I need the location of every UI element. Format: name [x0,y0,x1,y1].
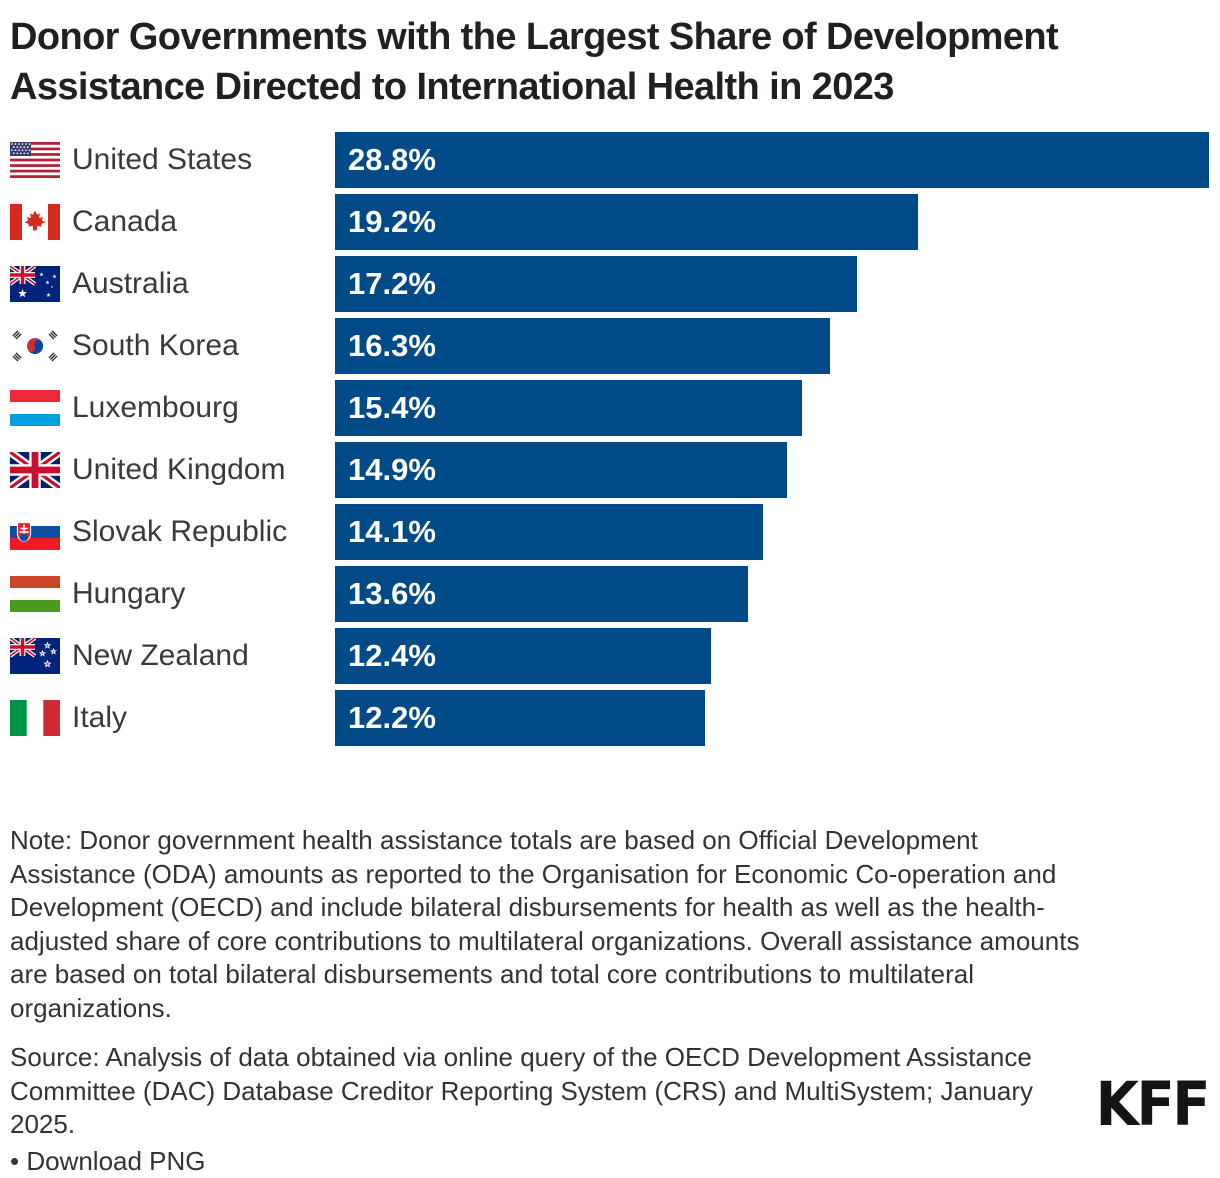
country-label: South Korea [72,329,335,363]
bar-track: 13.6% [335,566,1209,622]
chart-page: { "title": "Donor Governments with the L… [0,0,1220,1142]
country-label: Slovak Republic [72,515,335,549]
bar-value-label: 19.2% [335,204,436,240]
bar-italy: 12.2% [335,690,705,746]
bar-track: 16.3% [335,318,1209,374]
bar-track: 14.9% [335,442,1209,498]
chart-footer: Note: Donor government health assistance… [10,824,1080,1178]
bar-value-label: 16.3% [335,328,436,364]
bar-slovak-republic: 14.1% [335,504,763,560]
united-states-flag-icon [10,142,60,178]
bar-value-label: 12.4% [335,638,436,674]
bar-new-zealand: 12.4% [335,628,711,684]
bar-track: 17.2% [335,256,1209,312]
united-kingdom-flag-icon [10,452,60,488]
chart-source: Source: Analysis of data obtained via on… [10,1041,1080,1142]
country-label: Australia [72,267,335,301]
country-label: United States [72,143,335,177]
chart-note: Note: Donor government health assistance… [10,824,1080,1025]
italy-flag-icon [10,700,60,736]
bar-value-label: 13.6% [335,576,436,612]
bar-value-label: 12.2% [335,700,436,736]
country-label: Italy [72,701,335,735]
bar-track: 28.8% [335,132,1209,188]
bar-canada: 19.2% [335,194,918,250]
bar-luxembourg: 15.4% [335,380,802,436]
bar-track: 19.2% [335,194,1209,250]
bar-value-label: 14.9% [335,452,436,488]
bar-united-kingdom: 14.9% [335,442,787,498]
australia-flag-icon [10,266,60,302]
bar-united-states: 28.8% [335,132,1209,188]
bar-south-korea: 16.3% [335,318,830,374]
new-zealand-flag-icon [10,638,60,674]
bar-track: 14.1% [335,504,1209,560]
country-label: Canada [72,205,335,239]
canada-flag-icon [10,204,60,240]
bar-track: 15.4% [335,380,1209,436]
download-png-link[interactable]: • Download PNG [10,1145,1080,1178]
kff-logo[interactable]: KFF [1096,1070,1208,1140]
bar-value-label: 15.4% [335,390,436,426]
country-label: New Zealand [72,639,335,673]
bar-value-label: 17.2% [335,266,436,302]
bar-value-label: 28.8% [335,142,436,178]
country-label: Luxembourg [72,391,335,425]
bar-australia: 17.2% [335,256,857,312]
country-label: United Kingdom [72,453,335,487]
bar-value-label: 14.1% [335,514,436,550]
country-label: Hungary [72,577,335,611]
hungary-flag-icon [10,576,60,612]
slovak-republic-flag-icon [10,514,60,550]
bar-hungary: 13.6% [335,566,748,622]
luxembourg-flag-icon [10,390,60,426]
chart-title: Donor Governments with the Largest Share… [10,12,1210,112]
bar-track: 12.4% [335,628,1209,684]
bar-track: 12.2% [335,690,1209,746]
south-korea-flag-icon [10,328,60,364]
